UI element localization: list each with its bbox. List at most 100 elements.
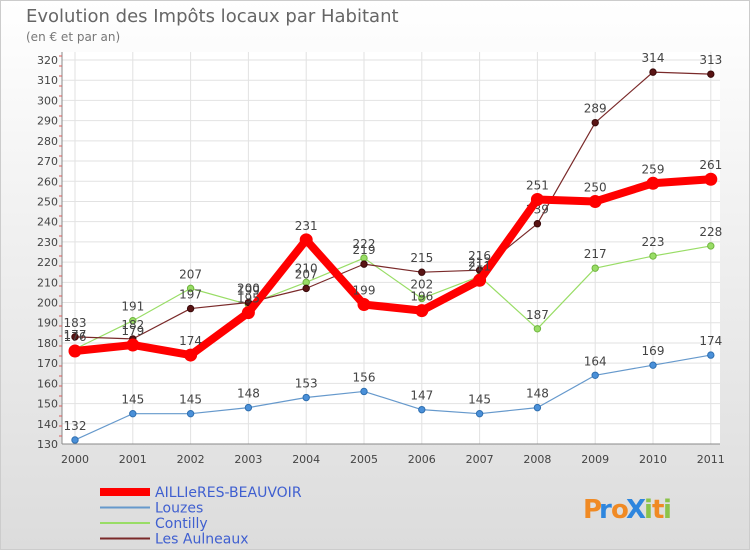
series-point — [126, 338, 140, 352]
data-label: 197 — [179, 288, 202, 302]
data-label: 289 — [584, 102, 607, 116]
data-label: 169 — [642, 344, 665, 358]
series-point — [129, 409, 137, 418]
series-point — [299, 233, 313, 247]
data-label: 259 — [642, 162, 665, 176]
brand-letter: o — [611, 495, 629, 525]
series-point — [418, 268, 426, 276]
data-label: 207 — [295, 267, 318, 281]
x-tick-label: 2001 — [119, 453, 147, 466]
series-point — [707, 70, 715, 78]
y-tick-label: 270 — [37, 155, 58, 168]
y-tick-label: 310 — [37, 74, 58, 87]
series-point — [475, 409, 484, 418]
legend-label: AILLIeRES-BEAUVOIR — [155, 485, 302, 501]
y-tick-label: 240 — [37, 216, 58, 229]
data-label: 174 — [699, 334, 722, 348]
x-tick-label: 2007 — [466, 453, 494, 466]
data-label: 231 — [295, 219, 318, 233]
x-tick-label: 2009 — [581, 453, 609, 466]
brand-letter: X — [626, 495, 646, 525]
series-point — [415, 304, 429, 318]
series-point — [649, 361, 657, 369]
data-label: 207 — [179, 267, 202, 281]
data-label: 217 — [584, 247, 607, 261]
x-tick-label: 2003 — [234, 453, 262, 466]
series-point — [646, 176, 660, 190]
data-label: 199 — [237, 284, 260, 298]
data-label: 182 — [121, 318, 144, 332]
series-point — [241, 306, 255, 320]
series-point — [588, 194, 602, 208]
series-0: 176 179 174 195 231 199 196 211 251 250 259 261 — [64, 158, 722, 362]
series-point — [71, 436, 79, 444]
series-point — [533, 403, 542, 412]
data-label: 314 — [642, 51, 665, 65]
chart-title: Evolution des Impôts locaux par Habitant — [26, 6, 399, 27]
series-line — [74, 354, 711, 441]
x-tick-label: 2006 — [408, 453, 436, 466]
data-label: 200 — [237, 282, 260, 296]
data-label: 147 — [410, 389, 433, 403]
data-label: 145 — [179, 393, 202, 407]
series-point — [649, 252, 657, 260]
data-label: 145 — [121, 393, 144, 407]
legend-label: Contilly — [155, 516, 208, 532]
series-point — [360, 260, 368, 268]
y-tick-label: 220 — [37, 256, 58, 269]
y-tick-label: 300 — [37, 94, 58, 107]
series-point — [302, 284, 310, 293]
y-tick-label: 260 — [37, 175, 58, 188]
data-label: 216 — [468, 249, 491, 263]
y-tick-label: 210 — [37, 276, 58, 289]
series-1: 132 145 145 148 153 156 147 145 148 164 169 174 — [64, 334, 722, 444]
x-tick-label: 2005 — [350, 453, 378, 466]
data-label: 145 — [468, 393, 491, 407]
series-line — [74, 71, 711, 340]
series-point — [707, 242, 715, 250]
series-point — [649, 68, 657, 76]
series-line — [74, 245, 711, 350]
x-tick-label: 2008 — [523, 453, 551, 466]
series-point — [473, 273, 487, 287]
x-tick-label: 2002 — [177, 453, 205, 466]
data-label: 196 — [410, 290, 433, 304]
data-label: 183 — [64, 316, 87, 330]
series-point — [418, 294, 426, 303]
x-tick-label: 2004 — [292, 453, 320, 466]
data-label: 250 — [584, 180, 607, 194]
y-tick-label: 230 — [37, 236, 58, 249]
y-tick-label: 290 — [37, 115, 58, 128]
series-point — [533, 325, 542, 333]
data-label: 187 — [526, 308, 549, 322]
data-label: 223 — [642, 235, 665, 249]
chart-subtitle: (en € et par an) — [26, 30, 120, 44]
y-tick-label: 190 — [37, 317, 58, 330]
series-point — [530, 192, 544, 206]
y-tick-label: 320 — [37, 54, 58, 67]
series-point — [244, 403, 253, 412]
legend-label: Louzes — [155, 501, 203, 517]
axes: 130 140 150 160 170 180 190 200 210 220 230 240 250 2… — [37, 52, 725, 466]
data-label: 199 — [353, 284, 376, 298]
data-label: 191 — [121, 300, 144, 314]
y-tick-label: 200 — [37, 297, 58, 310]
data-label: 174 — [179, 334, 202, 348]
y-tick-label: 150 — [37, 398, 58, 411]
series-point — [591, 371, 599, 379]
data-label: 148 — [237, 387, 260, 401]
y-tick-label: 280 — [37, 135, 58, 148]
data-label: 313 — [699, 53, 722, 67]
data-label: 202 — [410, 277, 433, 291]
data-label: 210 — [295, 261, 318, 275]
series-point — [71, 333, 79, 341]
y-tick-label: 130 — [37, 438, 58, 451]
series-point — [357, 298, 371, 312]
y-tick-label: 250 — [37, 195, 58, 208]
series-point — [186, 409, 195, 418]
series-point — [302, 393, 310, 402]
plot-area — [62, 52, 720, 444]
brand-letter: r — [599, 495, 612, 525]
series-point — [186, 284, 195, 293]
